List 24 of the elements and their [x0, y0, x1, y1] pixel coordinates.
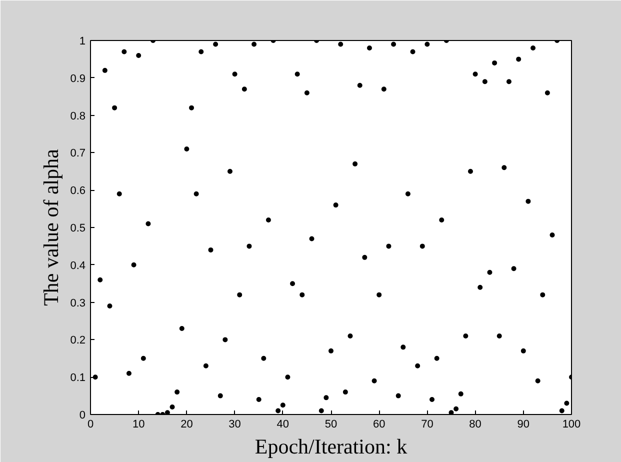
- x-tick-label: 50: [324, 418, 338, 430]
- x-tick-label: 0: [87, 418, 94, 430]
- x-tick-label: 70: [421, 418, 434, 430]
- y-axis-title: The value of alpha: [39, 148, 64, 306]
- x-tick-label: 40: [276, 418, 290, 430]
- x-axis-title: Epoch/Iteration: k: [254, 434, 408, 458]
- x-tick-label: 100: [562, 418, 581, 430]
- x-tick-label: 60: [372, 418, 386, 430]
- y-tick-label: 0: [79, 410, 86, 422]
- y-tick-label: 0.5: [70, 222, 86, 234]
- y-tick-label: 0.6: [70, 185, 86, 198]
- y-tick-label: 1: [79, 36, 86, 48]
- x-tick-label: 80: [469, 418, 482, 430]
- x-tick-label: 30: [228, 418, 241, 430]
- y-tick-label: 0.8: [70, 110, 86, 122]
- y-tick-label: 0.9: [70, 72, 86, 85]
- x-tick-label: 20: [180, 418, 193, 430]
- x-tick-label: 10: [132, 418, 145, 430]
- y-tick-label: 0.1: [70, 372, 86, 384]
- x-tick-label: 90: [517, 418, 530, 430]
- y-tick-label: 0.4: [70, 260, 86, 272]
- y-tick-label: 0.3: [70, 297, 86, 310]
- y-tick-label: 0.7: [70, 148, 86, 160]
- y-tick-label: 0.2: [70, 334, 86, 347]
